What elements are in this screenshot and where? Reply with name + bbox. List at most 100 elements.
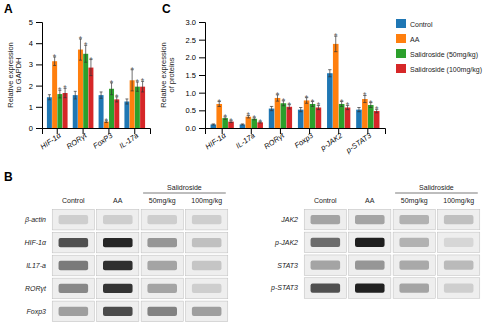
panel-label: B xyxy=(4,170,13,184)
blot-cell xyxy=(141,209,183,230)
annotation: * xyxy=(369,98,373,108)
legend-item: Salidroside (100mg/kg) xyxy=(396,64,482,74)
blot-cell xyxy=(349,209,391,230)
tick-label: 2.5 xyxy=(186,36,196,45)
y-tick: 1.5 xyxy=(186,71,205,80)
error-bar xyxy=(48,95,51,100)
blot-cell xyxy=(393,209,435,230)
x-tick: FoxP3 xyxy=(91,128,115,151)
x-tick: RORγt xyxy=(65,128,89,151)
bar xyxy=(298,110,304,128)
tick-label: 0 xyxy=(29,124,33,133)
blot-cell xyxy=(186,278,228,299)
tick-mark xyxy=(36,64,42,65)
tick-label: RORγt xyxy=(262,130,286,151)
annotation: * xyxy=(217,97,221,107)
bar xyxy=(114,99,119,128)
tick-label: 1 xyxy=(29,103,33,112)
x-tick: IL-17a xyxy=(234,128,257,150)
series xyxy=(228,105,379,128)
blot-band xyxy=(444,238,474,247)
blot-cell xyxy=(52,255,94,276)
blot-cell xyxy=(349,278,391,299)
y-tick: 0.5 xyxy=(186,106,205,115)
bar xyxy=(356,110,362,128)
y-tick: 3.0 xyxy=(186,18,205,27)
blot-cell xyxy=(393,232,435,253)
tick-mark xyxy=(199,57,205,58)
tick-label: RORγt xyxy=(65,130,89,151)
y-axis-label: Relative expressionof proteins xyxy=(159,42,177,107)
annotation: * xyxy=(130,65,134,75)
tick-mark xyxy=(199,110,205,111)
bar xyxy=(83,54,88,128)
blot-band xyxy=(399,283,429,292)
legend-label: Salidroside (100mg/kg) xyxy=(410,66,482,74)
annotation: * xyxy=(282,96,286,106)
blot-cell xyxy=(438,255,480,276)
blot-band xyxy=(59,261,89,270)
blot-band xyxy=(192,284,222,293)
row-label: HIF-1α xyxy=(25,239,48,246)
bar xyxy=(339,104,345,128)
bar xyxy=(216,104,222,128)
annotation: * xyxy=(141,76,145,86)
blot-band xyxy=(311,215,341,224)
x-tick: p-JAK2 xyxy=(318,128,345,153)
bar xyxy=(368,105,374,128)
error-bar xyxy=(357,108,360,112)
blot-band xyxy=(355,238,385,247)
annotation: * xyxy=(79,34,83,44)
bracket xyxy=(143,193,226,194)
blot-cell xyxy=(52,209,94,230)
bar-chart: 012345HIF-1αRORγtFoxP3IL-17aRelative exp… xyxy=(4,2,151,151)
row-label: p-STAT3 xyxy=(270,284,298,292)
blot-band xyxy=(311,283,341,292)
column-label: AA xyxy=(365,197,375,204)
error-bar xyxy=(125,99,128,104)
column-label: 50mg/kg xyxy=(401,197,428,205)
x-axis: HIF-1αIL-17aRORγtFoxp3p-JAK2p-STAT3 xyxy=(204,128,386,155)
series xyxy=(57,45,139,128)
legend-swatch xyxy=(396,34,406,43)
blot-cell xyxy=(438,232,480,253)
y-tick: 1.0 xyxy=(186,89,205,98)
blot-cell xyxy=(304,209,346,230)
tick-mark xyxy=(199,40,205,41)
panel-label: A xyxy=(4,2,13,16)
bar xyxy=(88,68,93,128)
axis-line xyxy=(36,23,43,129)
blot-cell xyxy=(393,278,435,299)
tick-mark xyxy=(199,75,205,76)
blot-panel: BControlAA50mg/kg100mg/kgSalidrosideβ-ac… xyxy=(4,170,228,322)
annotation: * xyxy=(115,92,119,102)
blot-band xyxy=(444,283,474,292)
legend-item: Control xyxy=(396,19,433,28)
blot-cell xyxy=(52,232,94,253)
blot-cell xyxy=(438,278,480,299)
bar xyxy=(63,93,68,128)
tick-mark xyxy=(36,128,42,129)
series xyxy=(211,70,362,128)
x-tick: IL-17a xyxy=(118,128,141,150)
bar xyxy=(281,103,287,128)
y-axis-label-line: to GAPDH xyxy=(14,57,23,92)
tick-mark xyxy=(36,107,42,108)
bar xyxy=(240,124,246,128)
annotation: * xyxy=(89,55,93,65)
tick-label: HIF-1α xyxy=(204,130,229,151)
tick-mark xyxy=(36,86,42,87)
tick-label: 1.0 xyxy=(186,89,196,98)
error-bar xyxy=(328,70,331,77)
legend-label: Control xyxy=(410,21,433,28)
bar xyxy=(304,100,310,128)
blot-cell xyxy=(141,255,183,276)
legend-label: AA xyxy=(410,36,420,43)
blot-cell xyxy=(186,209,228,230)
bar xyxy=(327,73,333,128)
blot-band xyxy=(192,238,222,247)
blot-band xyxy=(103,261,133,270)
annotation: * xyxy=(288,100,292,110)
annotation: * xyxy=(346,100,350,110)
series xyxy=(216,36,367,128)
